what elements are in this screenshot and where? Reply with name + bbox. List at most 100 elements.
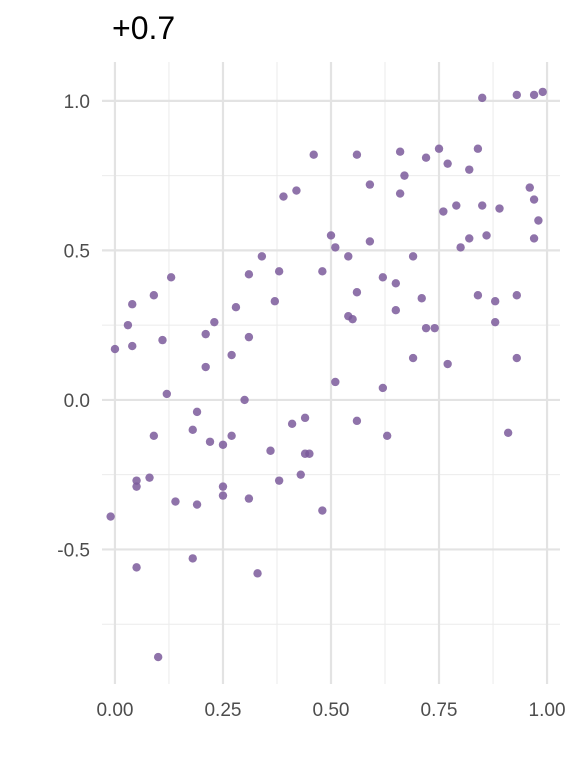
data-point [145, 473, 154, 482]
data-point [149, 431, 159, 440]
y-tick-label: -0.5 [57, 540, 90, 561]
tick-labels: 0.00 0.25 0.50 0.75 1.00 -0.5 0.0 0.5 1.0 [57, 92, 565, 721]
data-point [417, 294, 426, 303]
grid-lines [102, 62, 560, 684]
x-tick-label: 0.50 [313, 700, 350, 721]
data-point [344, 252, 353, 261]
data-point [391, 306, 401, 315]
data-point [534, 216, 543, 225]
data-point [123, 320, 133, 330]
data-point [158, 335, 167, 345]
data-point [395, 189, 405, 198]
data-point [274, 267, 284, 276]
data-point [300, 413, 310, 423]
data-point [465, 165, 474, 174]
data-point [495, 204, 504, 213]
data-point [253, 569, 262, 578]
y-tick-label: 0.0 [64, 391, 90, 412]
data-point [153, 652, 163, 662]
data-point [365, 237, 375, 246]
data-point [478, 201, 487, 210]
data-point [266, 446, 275, 455]
data-point [128, 300, 137, 309]
data-point [503, 428, 513, 438]
data-point [400, 171, 409, 180]
data-point [240, 395, 249, 405]
data-point [430, 323, 439, 333]
data-point [331, 377, 340, 387]
data-point [192, 407, 202, 417]
data-point [171, 497, 180, 506]
data-point [218, 491, 228, 500]
data-point [309, 150, 318, 159]
data-point [287, 419, 297, 429]
chart-title: +0.7 [112, 10, 176, 46]
data-point [443, 159, 452, 168]
data-point [478, 93, 487, 103]
data-point [352, 150, 362, 159]
data-point [529, 195, 539, 204]
data-point [227, 350, 236, 360]
data-point [490, 317, 500, 327]
data-point [188, 425, 197, 435]
data-point [408, 353, 418, 363]
data-point [408, 252, 418, 261]
data-point [132, 476, 141, 485]
data-point [352, 288, 362, 297]
data-point [210, 317, 219, 327]
data-point [231, 303, 241, 312]
data-point [218, 440, 228, 449]
data-point [128, 341, 137, 351]
x-tick-label: 0.25 [204, 700, 241, 721]
data-point [538, 87, 547, 97]
data-point [326, 231, 336, 240]
data-point [365, 180, 375, 189]
data-point [318, 506, 327, 515]
data-point [305, 449, 314, 458]
data-point [166, 273, 176, 282]
data-point [188, 554, 197, 563]
data-point [452, 201, 461, 210]
data-point [382, 431, 392, 440]
data-point [279, 192, 288, 201]
data-point [149, 291, 159, 300]
data-point [482, 231, 491, 240]
data-point [421, 323, 431, 333]
data-point [465, 234, 474, 243]
data-point [244, 332, 254, 342]
data-point [132, 563, 141, 572]
data-point [348, 314, 357, 324]
data-point [395, 147, 405, 156]
data-point [352, 416, 362, 426]
data-point [162, 389, 172, 399]
y-tick-label: 1.0 [64, 92, 90, 113]
data-point [439, 207, 448, 216]
data-point [473, 291, 483, 300]
data-points [106, 87, 547, 662]
data-point [529, 90, 539, 100]
data-point [529, 234, 539, 243]
data-point [378, 273, 388, 282]
data-point [318, 267, 327, 276]
data-point [421, 153, 431, 162]
data-point [205, 437, 215, 446]
data-point [218, 482, 228, 491]
data-point [244, 494, 254, 503]
data-point [391, 279, 401, 288]
data-point [106, 512, 115, 521]
data-point [456, 243, 465, 252]
x-tick-label: 0.00 [96, 700, 133, 721]
data-point [434, 144, 444, 153]
data-point [227, 431, 236, 440]
data-point [512, 353, 521, 363]
data-point [292, 186, 301, 195]
data-point [296, 470, 305, 479]
data-point [512, 90, 521, 100]
data-point [490, 297, 500, 306]
data-point [132, 482, 141, 491]
data-point [201, 329, 210, 339]
data-point [525, 183, 534, 192]
data-point [201, 362, 210, 372]
